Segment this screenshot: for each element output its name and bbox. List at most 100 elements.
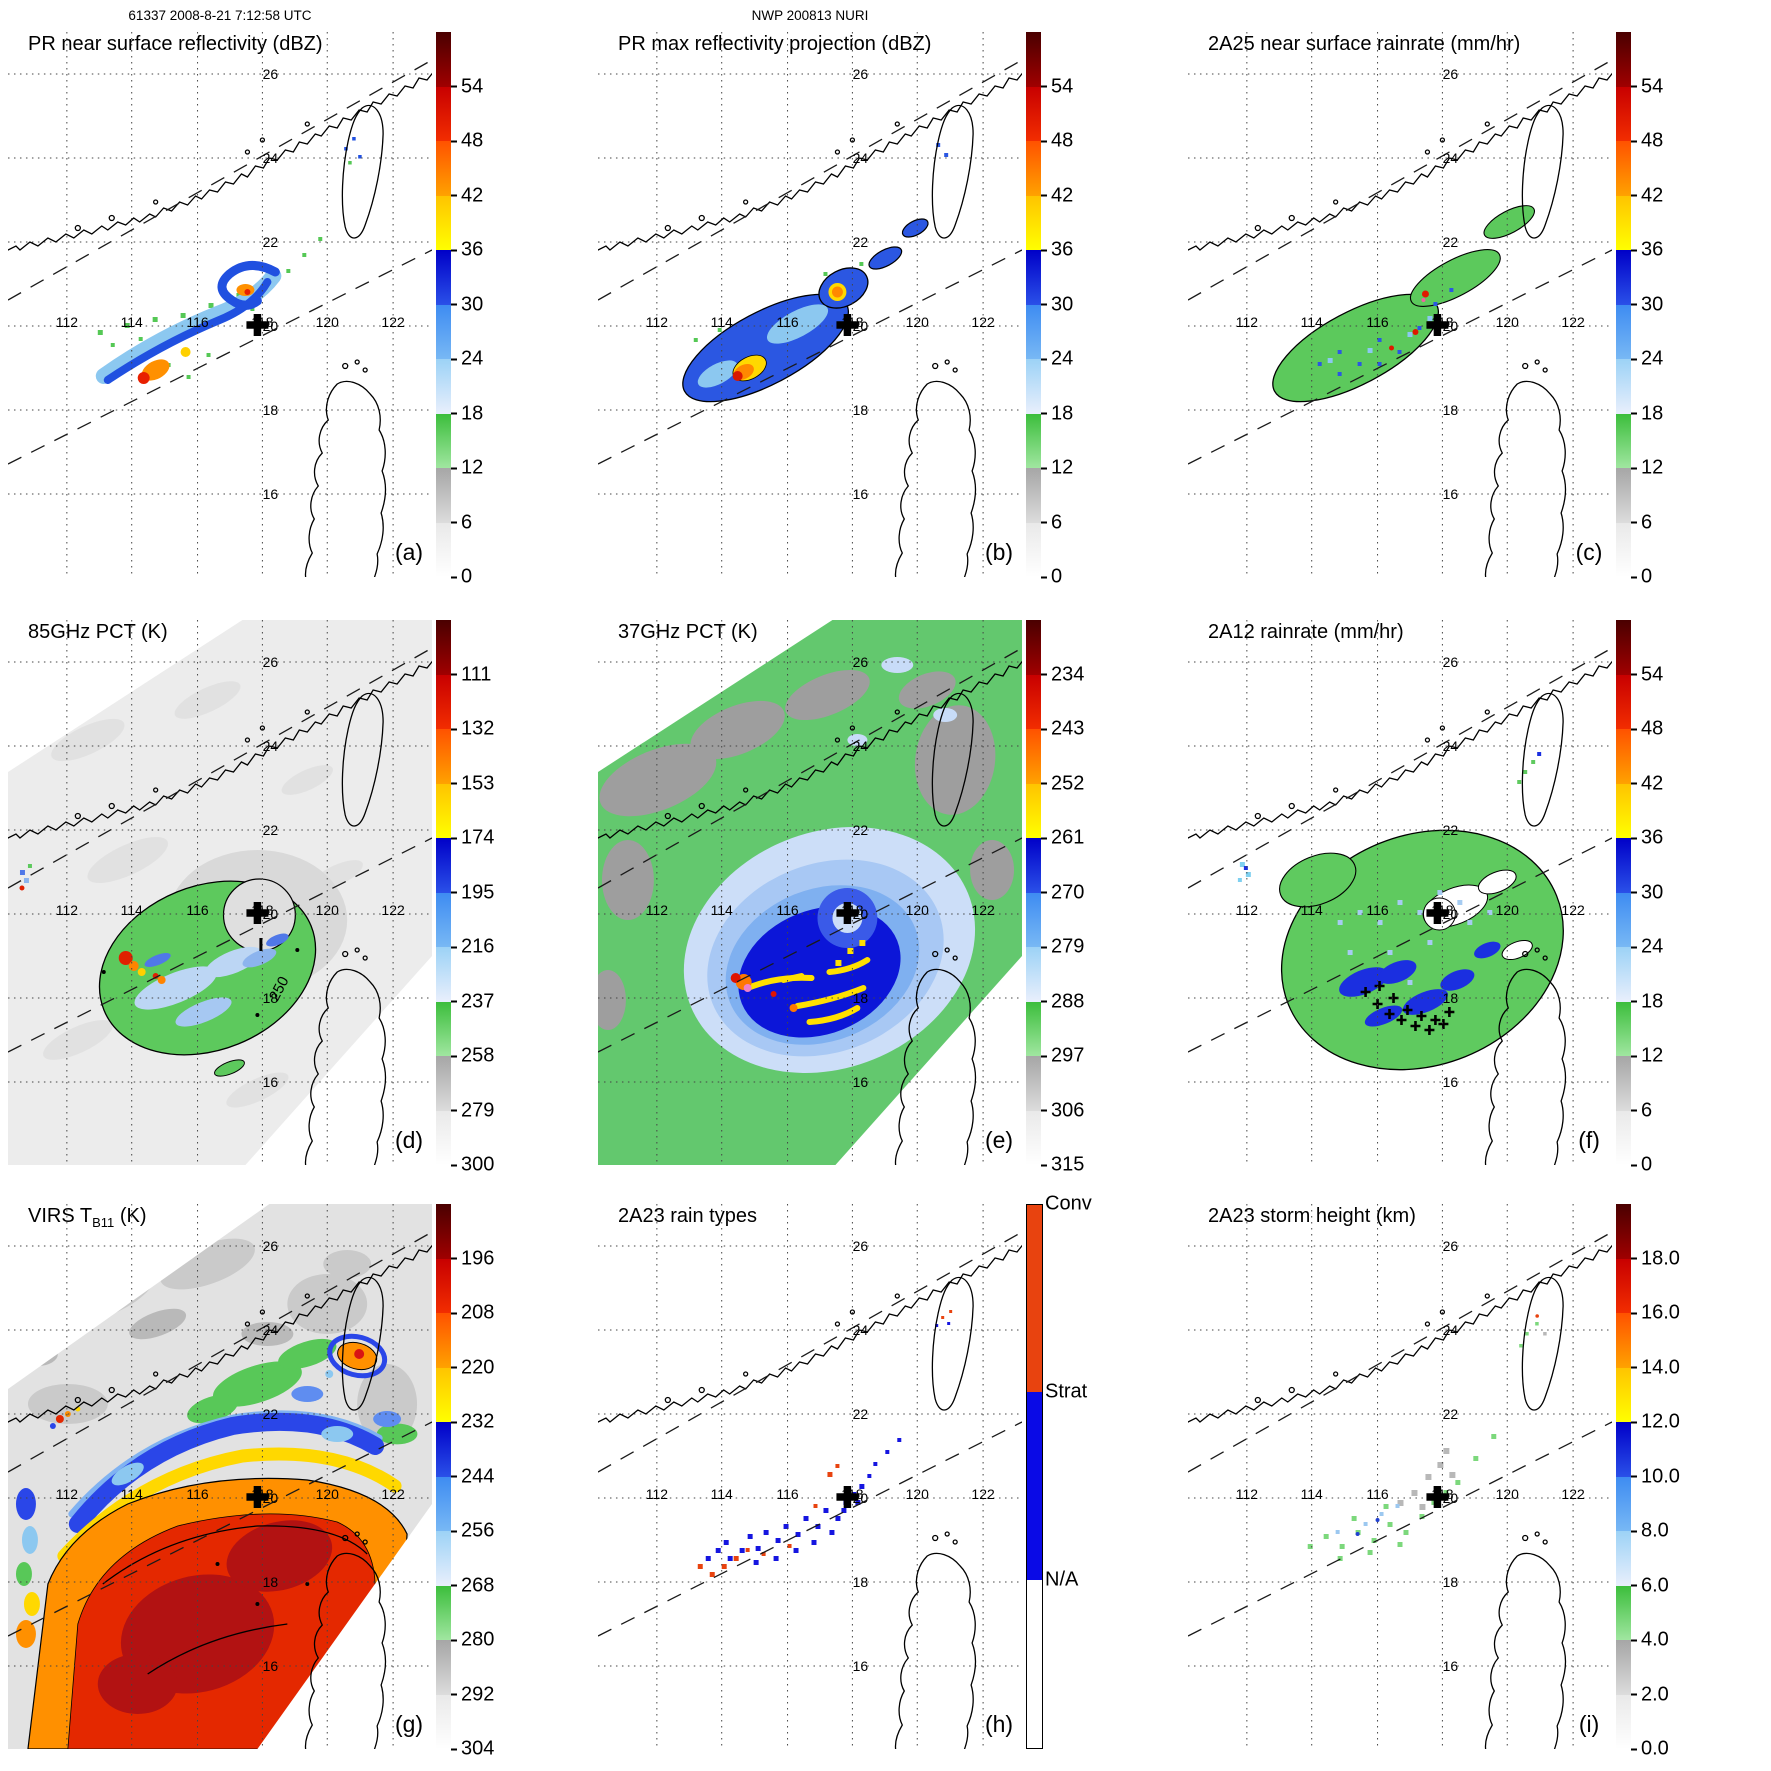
colorbar-tick-label: 6 bbox=[451, 511, 472, 534]
colorbar-tick-label: 220 bbox=[451, 1356, 494, 1379]
colorbar-tick-label: 0 bbox=[1631, 566, 1652, 589]
panel-title: 2A12 rainrate (mm/hr) bbox=[1208, 621, 1404, 643]
colorbar-segment bbox=[436, 1056, 451, 1111]
lon-grid-label: 118 bbox=[841, 1486, 863, 1502]
colorbar-segment bbox=[436, 32, 451, 87]
lat-grid-label: 18 bbox=[263, 402, 279, 418]
colorbar-tick-label: 12 bbox=[1631, 457, 1663, 480]
colorbar-tick-label: 18.0 bbox=[1631, 1247, 1680, 1270]
colorbar-segment bbox=[436, 1110, 451, 1165]
lon-grid-label: 122 bbox=[1561, 902, 1585, 918]
colorbar-tick-label: 30 bbox=[1631, 881, 1663, 904]
lon-grid-label: 120 bbox=[316, 314, 340, 330]
lat-grid-label: 20 bbox=[263, 1490, 279, 1506]
colorbar-segment bbox=[436, 468, 451, 523]
colorbar-tick-label: 24 bbox=[1041, 348, 1073, 371]
colorbar-tick-label: 14.0 bbox=[1631, 1356, 1680, 1379]
lat-grid-label: 22 bbox=[1443, 822, 1459, 838]
lat-grid-label: 24 bbox=[853, 150, 869, 166]
colorbar-segment bbox=[1026, 359, 1041, 414]
colorbar-segment bbox=[1026, 1056, 1041, 1111]
colorbar-tick-label: 0 bbox=[451, 566, 472, 589]
data-field bbox=[1272, 205, 1535, 403]
colorbar-tick-label: 30 bbox=[451, 293, 483, 316]
lon-grid-label: 112 bbox=[56, 314, 78, 330]
colorbar-segment bbox=[1026, 141, 1041, 196]
lon-grid-label: 114 bbox=[1301, 902, 1323, 918]
colorbar-segment bbox=[1026, 250, 1041, 305]
lon-grid-label: 114 bbox=[121, 1486, 143, 1502]
colorbar-segment bbox=[436, 1367, 451, 1422]
colorbar-segment bbox=[436, 141, 451, 196]
lon-grid-label: 118 bbox=[841, 314, 863, 330]
lon-grid-label: 112 bbox=[56, 902, 78, 918]
colorbar-segment bbox=[436, 1531, 451, 1586]
lon-grid-label: 112 bbox=[56, 1486, 78, 1502]
colorbar-tick-label: 256 bbox=[451, 1520, 494, 1543]
panel-i: 2A23 storm height (km) bbox=[1180, 1180, 1770, 1770]
lon-grid-label: 118 bbox=[251, 1486, 273, 1502]
lat-grid-label: 18 bbox=[853, 990, 869, 1006]
colorbar-tick-label: 153 bbox=[451, 772, 494, 795]
colorbar-segment bbox=[436, 1001, 451, 1056]
colorbar-segment bbox=[1616, 32, 1631, 87]
lat-grid-label: 16 bbox=[1443, 1658, 1459, 1674]
colorbar-segment bbox=[1616, 1056, 1631, 1111]
panel-a: 61337 2008-8-21 7:12:58 UTC PR near surf… bbox=[0, 0, 590, 590]
colorbar-segment bbox=[1026, 304, 1041, 359]
colorbar-segment bbox=[1616, 1694, 1631, 1749]
colorbar: 54 48 42 36 30 24 18 12 6 0 bbox=[1616, 620, 1766, 1176]
lat-grid-label: 18 bbox=[1443, 1574, 1459, 1590]
lon-grid-label: 112 bbox=[646, 902, 668, 918]
colorbar-tick-label: 4.0 bbox=[1631, 1629, 1669, 1652]
map-f: (f) 112 114 116 118 120 122 26 24 22 20 18 16 bbox=[1188, 620, 1612, 1165]
colorbar-segment bbox=[1616, 1640, 1631, 1695]
lat-grid-label: 18 bbox=[853, 402, 869, 418]
lat-grid-label: 24 bbox=[263, 150, 279, 166]
lat-grid-label: 18 bbox=[1443, 990, 1459, 1006]
lat-grid-label: 20 bbox=[263, 318, 279, 334]
panel-letter: (d) bbox=[395, 1127, 423, 1153]
lon-grid-label: 122 bbox=[971, 314, 995, 330]
colorbar: 54 48 42 36 30 24 18 12 6 0 bbox=[1616, 32, 1766, 588]
colorbar-segment bbox=[1026, 620, 1041, 675]
colorbar-segment bbox=[436, 838, 451, 893]
colorbar-segment bbox=[1026, 86, 1041, 141]
colorbar-segment bbox=[436, 1694, 451, 1749]
colorbar-segment bbox=[436, 783, 451, 838]
colorbar-segment bbox=[1026, 468, 1041, 523]
colorbar-tick-label: 234 bbox=[1041, 663, 1084, 686]
lon-grid-label: 122 bbox=[381, 1486, 405, 1502]
lat-grid-label: 18 bbox=[263, 990, 279, 1006]
colorbar-tick-label: 30 bbox=[1041, 293, 1073, 316]
colorbar-tick-label: 111 bbox=[451, 663, 491, 686]
colorbar-tick-label: 42 bbox=[1041, 184, 1073, 207]
lat-grid-label: 24 bbox=[853, 738, 869, 754]
lon-grid-label: 122 bbox=[971, 1486, 995, 1502]
colorbar-bar bbox=[436, 32, 451, 577]
colorbar-tick-label: 288 bbox=[1041, 990, 1084, 1013]
lat-grid-label: 22 bbox=[263, 822, 279, 838]
lon-grid-label: 116 bbox=[776, 314, 798, 330]
panel-letter: (a) bbox=[395, 539, 423, 565]
lon-grid-label: 116 bbox=[1366, 1486, 1388, 1502]
colorbar-segment bbox=[1026, 674, 1041, 729]
lon-grid-label: 116 bbox=[776, 902, 798, 918]
colorbar-tick-label: 18 bbox=[1631, 990, 1663, 1013]
colorbar-segment bbox=[436, 620, 451, 675]
panel-title: 37GHz PCT (K) bbox=[618, 621, 758, 643]
colorbar: 18.0 16.0 14.0 12.0 10.0 8.0 6.0 4.0 2.0 0.0 bbox=[1616, 1204, 1766, 1760]
lat-grid-label: 26 bbox=[263, 66, 279, 82]
lon-grid-label: 120 bbox=[316, 1486, 340, 1502]
lon-grid-label: 114 bbox=[711, 314, 733, 330]
lon-grid-label: 120 bbox=[906, 902, 930, 918]
colorbar-tick-label: 292 bbox=[451, 1683, 494, 1706]
colorbar-segment bbox=[436, 1204, 451, 1259]
lon-grid-label: 122 bbox=[971, 902, 995, 918]
colorbar-segment bbox=[1616, 141, 1631, 196]
lon-grid-label: 118 bbox=[251, 314, 273, 330]
colorbar-tick-label: 18 bbox=[1041, 402, 1073, 425]
colorbar-bar bbox=[1026, 32, 1041, 577]
map-d: 250 (d) 112 114 116 118 120 122 26 24 22 20 18 16 bbox=[8, 620, 432, 1165]
colorbar-tick-label: 10.0 bbox=[1631, 1465, 1680, 1488]
